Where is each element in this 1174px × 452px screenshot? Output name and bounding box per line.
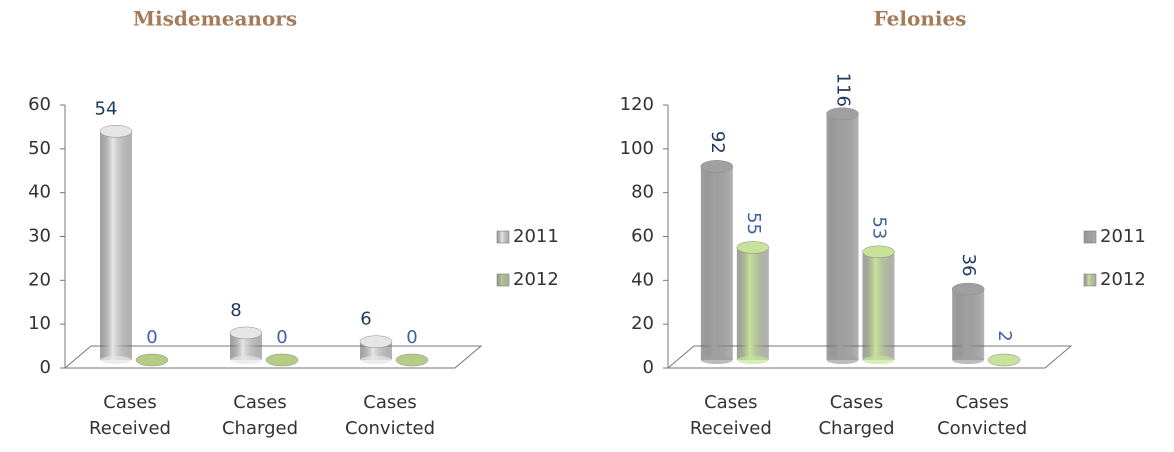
bar-base <box>700 356 733 364</box>
legend-label: 2011 <box>1100 226 1146 247</box>
data-label: 0 <box>276 327 287 348</box>
bar-cap <box>736 241 770 254</box>
x-tick-label: Cases Received <box>89 392 171 439</box>
data-label: 54 <box>95 98 118 119</box>
y-tick-label: 10 <box>28 313 51 334</box>
bar-cap <box>229 326 263 340</box>
bar <box>736 247 769 360</box>
y-tick-label: 50 <box>28 138 51 159</box>
data-label: 55 <box>743 212 764 235</box>
bar-cap <box>99 125 133 138</box>
y-tick-label: 120 <box>620 94 654 115</box>
bar <box>862 251 895 360</box>
data-label: 116 <box>833 73 854 107</box>
legend-label: 2012 <box>1100 269 1146 290</box>
bar-base <box>100 356 132 364</box>
bar-base <box>136 356 168 364</box>
legend-swatch <box>496 230 510 244</box>
chart-title: Felonies <box>874 7 967 31</box>
bar-base <box>396 356 428 364</box>
x-tick-label: Cases Convicted <box>937 392 1028 439</box>
bar-cap <box>826 107 859 121</box>
y-tick-label: 20 <box>28 269 51 290</box>
floor <box>63 345 483 369</box>
y-tick-label: 100 <box>620 138 654 159</box>
x-tick-label: Cases Charged <box>221 392 299 439</box>
y-tick-label: 40 <box>631 269 654 290</box>
bar-base <box>862 356 895 364</box>
bar <box>826 113 859 361</box>
y-tick-label: 60 <box>28 94 51 115</box>
bar-base <box>736 356 769 364</box>
floor <box>666 345 1073 369</box>
data-label: 92 <box>707 131 728 154</box>
legend-swatch <box>496 273 510 287</box>
bar-base <box>266 356 298 364</box>
x-tick-label: Cases Charged <box>818 392 895 439</box>
bar-cap <box>951 282 985 296</box>
data-label: 0 <box>406 327 417 348</box>
bar-base <box>826 356 859 364</box>
bar-base <box>230 356 262 364</box>
data-label: 36 <box>958 254 979 277</box>
legend-label: 2012 <box>513 269 559 290</box>
bar-base <box>952 356 985 364</box>
legend-swatch <box>1083 230 1097 244</box>
data-label: 0 <box>146 327 157 348</box>
bar <box>700 166 733 360</box>
data-label: 6 <box>360 309 371 330</box>
data-label: 8 <box>230 300 241 321</box>
bar-cap <box>862 245 895 259</box>
x-tick-label: Cases Convicted <box>344 392 436 439</box>
chart-title: Misdemeanors <box>133 7 297 31</box>
y-tick-label: 30 <box>28 226 51 247</box>
y-tick-label: 0 <box>643 357 654 378</box>
data-label: 2 <box>994 330 1015 341</box>
y-tick-label: 40 <box>28 182 51 203</box>
y-tick-label: 20 <box>631 313 654 334</box>
bar-cap <box>700 160 734 173</box>
x-tick-label: Cases Received <box>689 392 772 439</box>
bar <box>100 131 132 360</box>
y-tick-label: 60 <box>631 226 654 247</box>
bar-cap <box>359 335 393 348</box>
data-label: 53 <box>869 216 890 239</box>
legend-swatch <box>1083 273 1097 287</box>
y-tick-label: 80 <box>631 182 654 203</box>
y-tick-label: 0 <box>40 357 51 378</box>
bar <box>952 289 985 360</box>
bar-base <box>360 356 392 364</box>
legend-label: 2011 <box>513 226 559 247</box>
bar-base <box>988 356 1021 364</box>
